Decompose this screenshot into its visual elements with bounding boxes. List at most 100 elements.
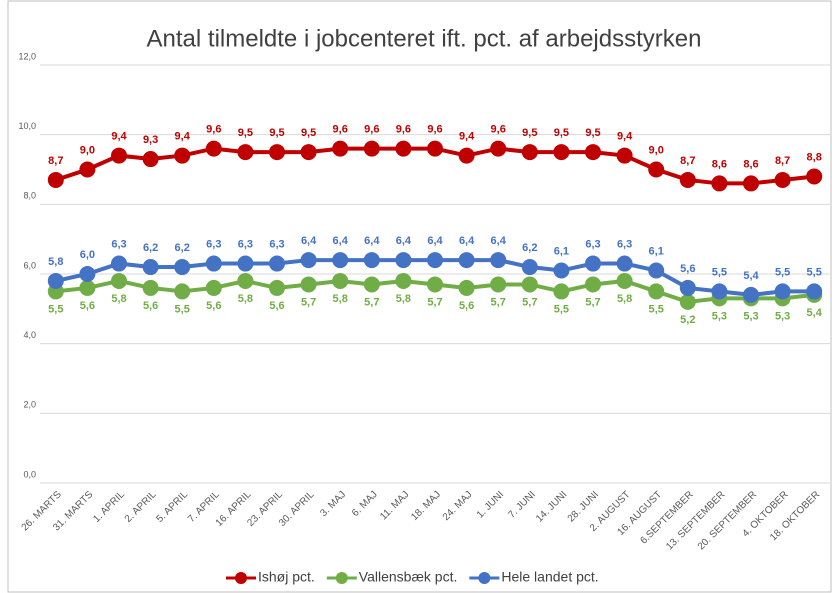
data-label: 9,6 — [206, 124, 221, 136]
data-label: 8,7 — [48, 155, 63, 167]
data-label: 5,8 — [111, 293, 126, 305]
data-label: 9,5 — [269, 127, 284, 139]
data-label: 5,6 — [80, 300, 95, 312]
data-point — [553, 283, 570, 300]
data-label: 5,3 — [775, 310, 790, 322]
data-point — [237, 255, 254, 272]
data-point — [458, 279, 475, 296]
data-label: 8,7 — [775, 155, 790, 167]
data-label: 9,6 — [396, 124, 411, 136]
data-label: 6,1 — [554, 245, 569, 257]
data-label: 5,5 — [649, 303, 664, 315]
data-point — [205, 279, 222, 296]
data-point — [79, 279, 96, 296]
data-label: 9,0 — [649, 144, 664, 156]
data-point — [648, 283, 665, 300]
data-label: 5,7 — [301, 296, 316, 308]
data-label: 8,8 — [807, 151, 822, 163]
data-point — [174, 259, 191, 276]
data-label: 9,5 — [522, 127, 537, 139]
data-label: 5,8 — [48, 256, 63, 268]
data-label: 5,8 — [396, 293, 411, 305]
data-point — [585, 276, 601, 293]
data-label: 6,4 — [301, 235, 317, 247]
data-label: 5,7 — [585, 296, 600, 308]
data-point — [395, 140, 412, 157]
data-label: 6,3 — [269, 238, 284, 250]
data-point — [142, 279, 159, 296]
data-point — [648, 161, 665, 178]
data-point — [300, 276, 317, 293]
data-point — [269, 144, 285, 161]
data-label: 6,3 — [111, 238, 126, 250]
data-label: 5,8 — [333, 293, 348, 305]
legend-marker — [478, 572, 491, 584]
data-point — [490, 140, 507, 157]
legend-label: Vallensbæk pct. — [359, 569, 458, 585]
y-tick-label: 0,0 — [23, 469, 36, 479]
data-label: 5,6 — [206, 300, 221, 312]
data-label: 5,5 — [554, 303, 569, 315]
data-label: 9,5 — [301, 127, 316, 139]
data-label: 5,5 — [712, 266, 727, 278]
data-label: 5,5 — [175, 303, 190, 315]
data-point — [395, 252, 412, 269]
data-point — [679, 171, 696, 188]
data-point — [332, 140, 349, 157]
data-label: 6,4 — [491, 235, 507, 247]
data-point — [142, 259, 159, 276]
data-label: 9,6 — [427, 124, 442, 136]
data-point — [458, 252, 475, 269]
data-label: 6,4 — [459, 235, 475, 247]
data-label: 9,4 — [459, 130, 475, 142]
data-label: 6,2 — [143, 242, 158, 254]
data-label: 6,4 — [364, 235, 380, 247]
chart-title: Antal tilmeldte i jobcenteret ift. pct. … — [147, 25, 702, 52]
data-point — [174, 147, 191, 164]
data-point — [205, 255, 222, 272]
data-point — [300, 144, 317, 161]
data-point — [490, 252, 507, 269]
data-point — [679, 293, 696, 310]
y-tick-label: 2,0 — [23, 400, 36, 410]
y-tick-label: 6,0 — [23, 260, 36, 270]
data-label: 6,0 — [80, 249, 95, 261]
y-tick-label: 10,0 — [18, 121, 36, 131]
data-point — [553, 144, 570, 161]
data-label: 6,2 — [175, 242, 190, 254]
data-label: 8,6 — [712, 158, 727, 170]
data-label: 9,5 — [554, 127, 569, 139]
data-label: 5,5 — [807, 266, 822, 278]
data-label: 8,6 — [743, 158, 758, 170]
y-tick-label: 8,0 — [23, 191, 36, 201]
legend-marker — [235, 572, 247, 584]
data-label: 9,4 — [617, 130, 633, 142]
data-label: 9,4 — [175, 130, 191, 142]
data-label: 6,1 — [649, 245, 664, 257]
data-point — [427, 140, 443, 157]
data-point — [521, 259, 538, 276]
data-label: 9,6 — [333, 124, 348, 136]
data-label: 5,6 — [143, 300, 158, 312]
data-point — [79, 161, 96, 178]
data-point — [363, 140, 380, 157]
data-label: 5,6 — [459, 300, 474, 312]
data-point — [47, 171, 64, 188]
data-label: 9,4 — [111, 130, 127, 142]
data-label: 5,8 — [238, 293, 253, 305]
y-tick-label: 4,0 — [23, 330, 36, 340]
data-point — [585, 144, 601, 161]
data-point — [332, 272, 349, 289]
data-point — [774, 171, 791, 188]
data-point — [490, 276, 507, 293]
data-label: 5,6 — [680, 263, 695, 275]
data-point — [711, 175, 728, 192]
data-label: 6,2 — [522, 242, 537, 254]
data-point — [427, 252, 443, 269]
data-point — [332, 252, 349, 269]
chart-border — [7, 0, 832, 593]
data-point — [174, 283, 191, 300]
data-point — [774, 283, 791, 300]
data-label: 5,5 — [48, 303, 63, 315]
